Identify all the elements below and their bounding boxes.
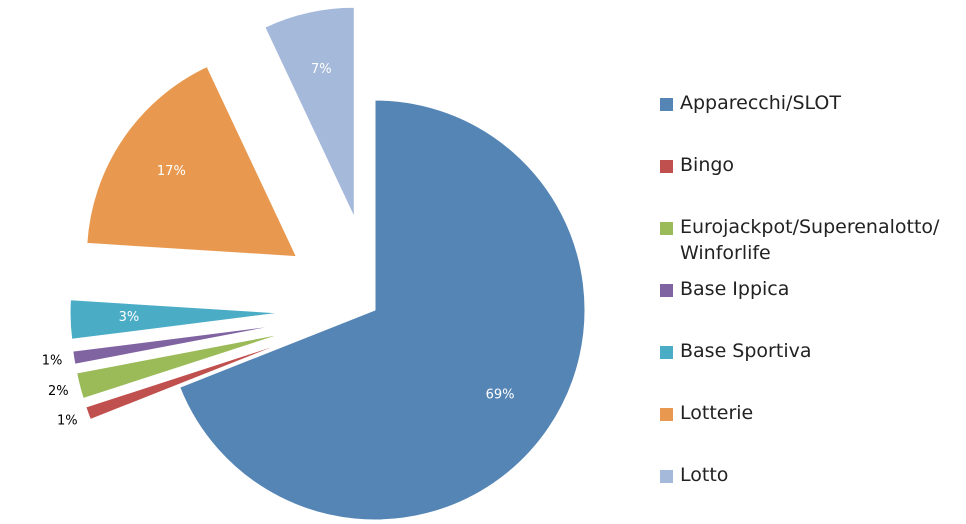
pie-slice — [72, 324, 282, 365]
legend-label: Base Ippica — [680, 278, 790, 300]
legend-swatch — [660, 408, 673, 421]
pie-slice — [69, 299, 281, 340]
legend-item: Apparecchi/SLOT — [660, 90, 950, 152]
legend-label: Lotterie — [680, 402, 754, 424]
data-label: 17% — [157, 164, 186, 179]
legend-item: Lotto — [660, 462, 950, 524]
legend-label: Base Sportiva — [680, 340, 812, 362]
data-label: 1% — [57, 413, 78, 428]
legend-item: Base Ippica — [660, 276, 950, 338]
pie-slice — [85, 341, 286, 421]
legend-label: Eurojackpot/Superenalotto/Winforlife — [680, 216, 940, 264]
chart: 69% 1% 2% 1% 3% 17% 7% — [42, 6, 586, 521]
legend-item: Lotterie — [660, 400, 950, 462]
legend-label: Bingo — [680, 154, 735, 176]
legend-swatch — [660, 160, 673, 173]
legend-item: Eurojackpot/Superenalotto/Winforlife — [660, 214, 950, 276]
pie-slice — [86, 65, 298, 258]
legend-swatch — [660, 222, 673, 235]
legend-label: Apparecchi/SLOT — [680, 92, 841, 114]
data-label: 3% — [119, 310, 140, 325]
data-label: 7% — [311, 62, 332, 77]
data-label: 69% — [486, 387, 515, 402]
legend-item: Bingo — [660, 152, 950, 214]
legend-swatch — [660, 98, 673, 111]
data-label: 1% — [42, 354, 63, 369]
legend-item: Base Sportiva — [660, 338, 950, 400]
legend-swatch — [660, 346, 673, 359]
legend-label: Lotto — [680, 464, 729, 486]
data-label: 2% — [48, 384, 69, 399]
legend-swatch — [660, 470, 673, 483]
pie-slice — [179, 99, 586, 521]
pie-slice — [264, 6, 355, 218]
legend-swatch — [660, 284, 673, 297]
pie-slice — [76, 333, 284, 400]
legend: Apparecchi/SLOT Bingo Eurojackpot/Superena… — [660, 90, 950, 524]
